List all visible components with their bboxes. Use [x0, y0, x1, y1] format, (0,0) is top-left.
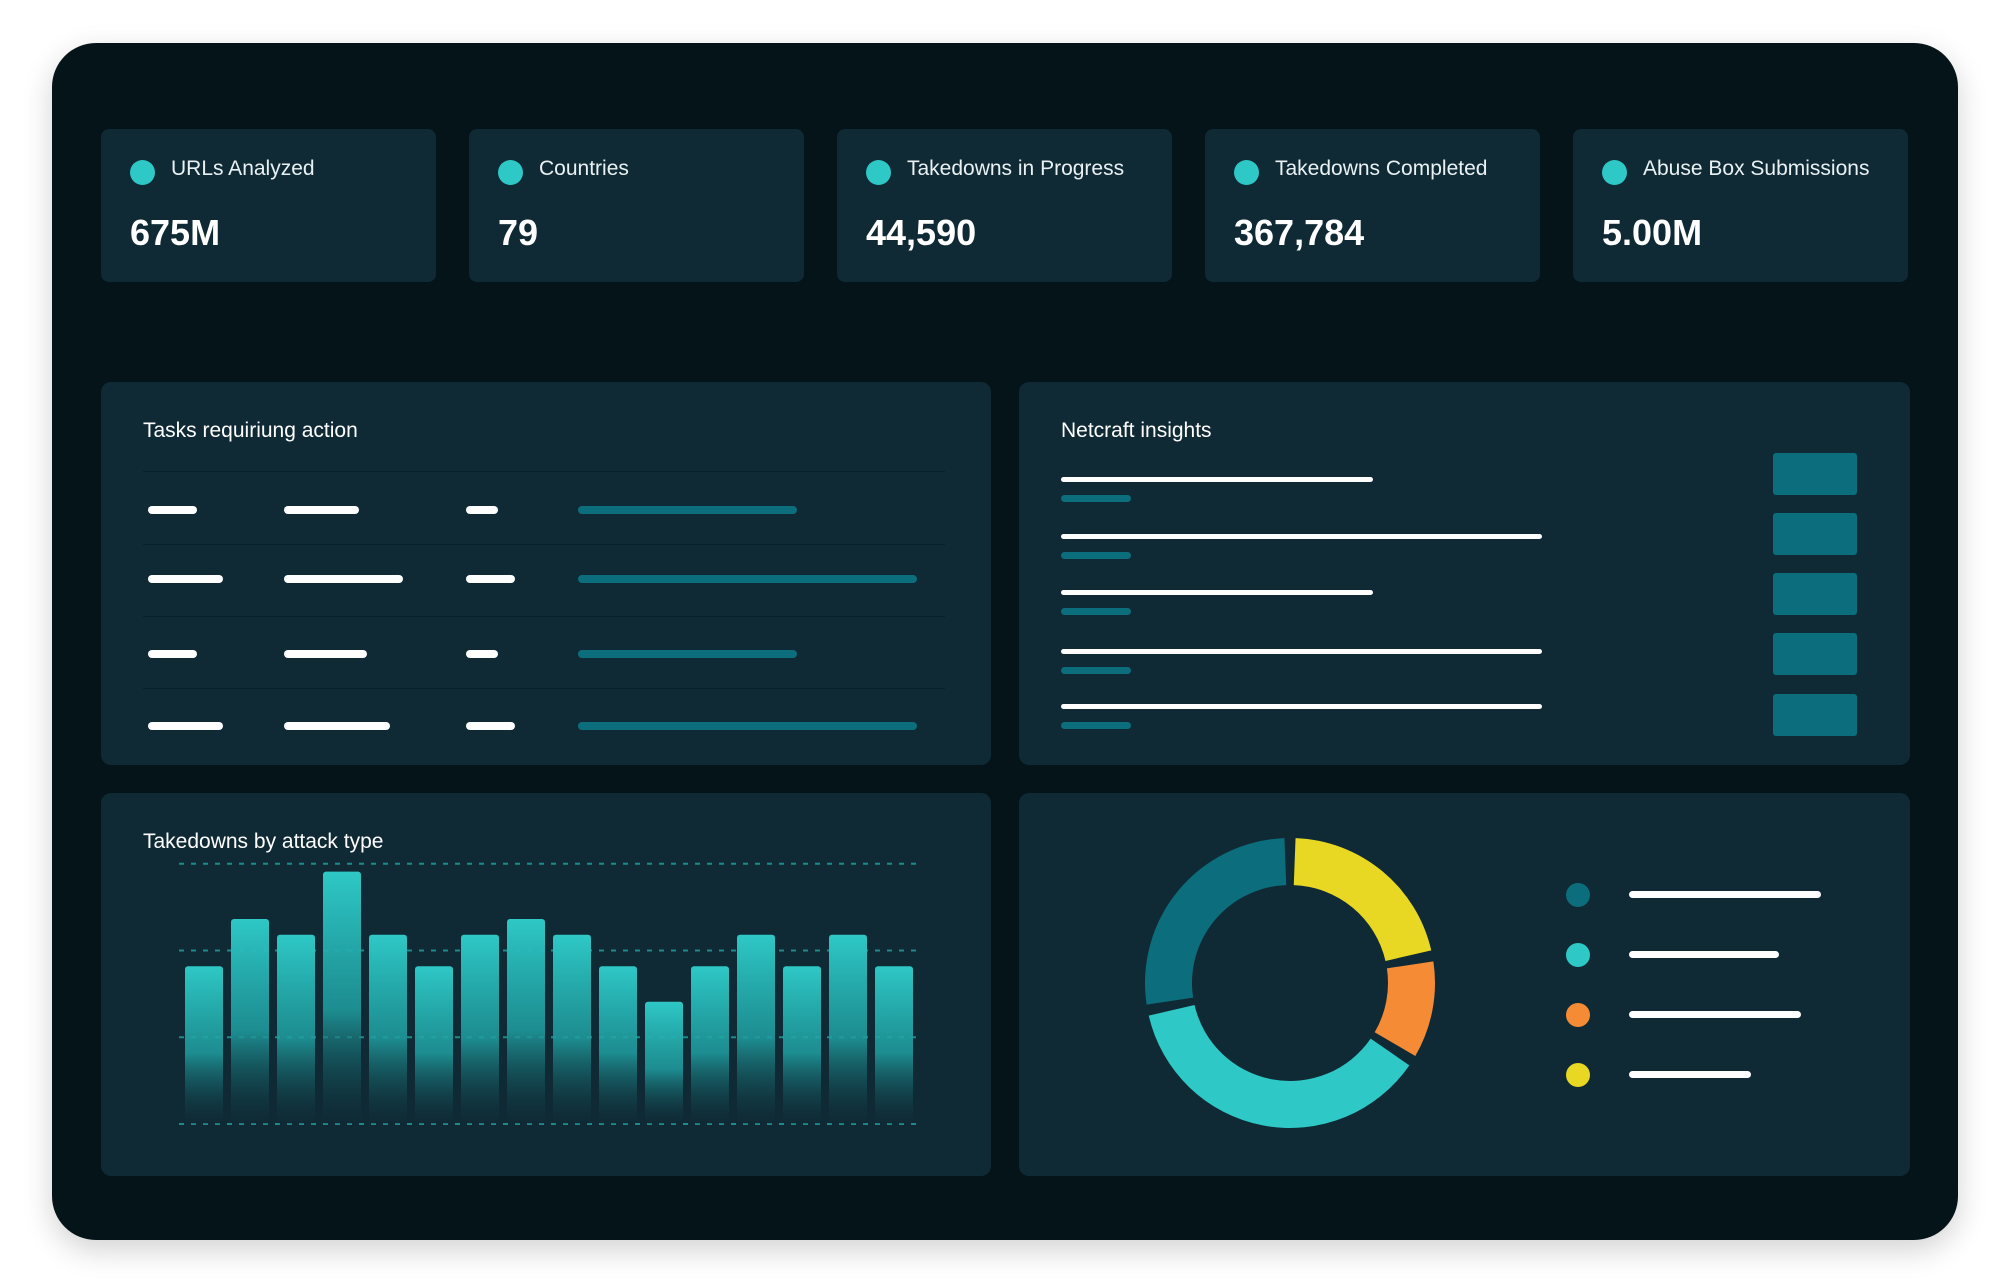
stat-label: Takedowns in Progress [907, 157, 1125, 180]
task-placeholder-text [148, 722, 223, 730]
chart-bar[interactable] [553, 934, 591, 1124]
task-placeholder-text [148, 650, 197, 658]
insight-action-button[interactable] [1773, 513, 1857, 555]
stat-label: Countries [539, 157, 629, 180]
status-dot-icon [866, 160, 891, 185]
chart-bar[interactable] [415, 966, 453, 1124]
status-dot-icon [498, 160, 523, 185]
attack-type-bar-chart [179, 862, 919, 1125]
chart-bar[interactable] [323, 871, 361, 1124]
status-dot-icon [130, 160, 155, 185]
donut-slice[interactable] [1145, 838, 1287, 1005]
donut-slice[interactable] [1293, 838, 1432, 961]
insight-placeholder-subtext [1061, 608, 1131, 615]
insight-placeholder-text [1061, 590, 1373, 595]
insight-action-button[interactable] [1773, 633, 1857, 675]
chart-bar[interactable] [875, 966, 913, 1124]
legend-placeholder-text [1629, 891, 1821, 898]
insight-placeholder-subtext [1061, 552, 1131, 559]
attack-type-panel-title: Takedowns by attack type [143, 830, 384, 853]
stat-card-takedowns-completed[interactable]: Takedowns Completed 367,784 [1205, 129, 1540, 282]
stat-value: 44,590 [866, 212, 977, 253]
insight-placeholder-text [1061, 477, 1373, 482]
task-placeholder-text [284, 650, 367, 658]
insight-placeholder-subtext [1061, 495, 1131, 502]
task-placeholder-text [148, 506, 197, 514]
chart-bar[interactable] [737, 934, 775, 1124]
task-progress-bar [578, 650, 797, 658]
task-placeholder-text [466, 722, 515, 730]
donut-slice[interactable] [1148, 1005, 1410, 1128]
insight-placeholder-text [1061, 534, 1542, 539]
chart-bar[interactable] [277, 934, 315, 1124]
task-placeholder-text [466, 650, 498, 658]
stat-card-takedowns-in-progress[interactable]: Takedowns in Progress 44,590 [837, 129, 1172, 282]
stat-label: Abuse Box Submissions [1643, 157, 1870, 180]
divider [143, 688, 945, 689]
attack-type-panel: Takedowns by attack type [101, 793, 991, 1176]
insight-action-button[interactable] [1773, 694, 1857, 736]
legend-swatch-icon [1566, 943, 1590, 967]
insight-action-button[interactable] [1773, 453, 1857, 495]
legend-placeholder-text [1629, 951, 1779, 958]
chart-bar[interactable] [185, 966, 223, 1124]
stat-label: URLs Analyzed [171, 157, 315, 180]
legend-swatch-icon [1566, 1003, 1590, 1027]
legend-swatch-icon [1566, 883, 1590, 907]
stat-card-abuse-box-submissions[interactable]: Abuse Box Submissions 5.00M [1573, 129, 1908, 282]
tasks-panel: Tasks requiriung action [101, 382, 991, 765]
status-dot-icon [1234, 160, 1259, 185]
stat-value: 79 [498, 212, 539, 253]
chart-bar[interactable] [461, 934, 499, 1124]
tasks-panel-title: Tasks requiriung action [143, 419, 358, 442]
stat-value: 367,784 [1234, 212, 1365, 253]
stat-value: 5.00M [1602, 212, 1703, 253]
insight-placeholder-subtext [1061, 667, 1131, 674]
chart-bar[interactable] [783, 966, 821, 1124]
chart-bar[interactable] [691, 966, 729, 1124]
task-placeholder-text [284, 506, 359, 514]
task-placeholder-text [466, 575, 515, 583]
chart-bar[interactable] [645, 1001, 683, 1124]
status-dot-icon [1602, 160, 1627, 185]
insight-placeholder-text [1061, 649, 1542, 654]
distribution-donut-chart [1145, 838, 1435, 1128]
task-placeholder-text [284, 722, 390, 730]
stat-card-countries[interactable]: Countries 79 [469, 129, 804, 282]
stat-value: 675M [130, 212, 221, 253]
donut-slice[interactable] [1374, 961, 1435, 1056]
stat-label: Takedowns Completed [1275, 157, 1488, 180]
task-placeholder-text [284, 575, 403, 583]
task-placeholder-text [148, 575, 223, 583]
legend-placeholder-text [1629, 1071, 1751, 1078]
legend-placeholder-text [1629, 1011, 1801, 1018]
divider [143, 471, 945, 472]
insight-placeholder-text [1061, 704, 1542, 709]
task-progress-bar [578, 722, 917, 730]
chart-bar[interactable] [369, 934, 407, 1124]
task-placeholder-text [466, 506, 498, 514]
task-progress-bar [578, 506, 797, 514]
divider [143, 544, 945, 545]
insight-action-button[interactable] [1773, 573, 1857, 615]
distribution-panel [1019, 793, 1910, 1176]
task-progress-bar [578, 575, 917, 583]
insights-panel: Netcraft insights [1019, 382, 1910, 765]
chart-bar[interactable] [231, 918, 269, 1124]
legend-swatch-icon [1566, 1063, 1590, 1087]
divider [143, 616, 945, 617]
chart-bar[interactable] [829, 934, 867, 1124]
stat-card-urls-analyzed[interactable]: URLs Analyzed 675M [101, 129, 436, 282]
insight-placeholder-subtext [1061, 722, 1131, 729]
chart-bar[interactable] [507, 918, 545, 1124]
chart-bar[interactable] [599, 966, 637, 1124]
insights-panel-title: Netcraft insights [1061, 419, 1212, 442]
